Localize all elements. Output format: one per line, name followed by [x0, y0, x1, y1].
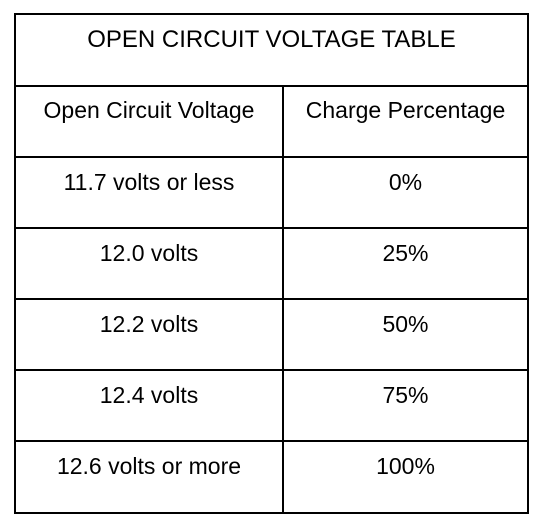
header-voltage-label: Open Circuit Voltage: [43, 97, 255, 123]
charge-cell: 0%: [284, 158, 527, 227]
charge-value: 0%: [388, 169, 423, 195]
voltage-cell: 12.2 volts: [16, 300, 282, 369]
charge-cell: 50%: [284, 300, 527, 369]
voltage-value: 11.7 volts or less: [63, 169, 235, 195]
charge-cell: 100%: [284, 442, 527, 511]
voltage-value: 12.0 volts: [99, 240, 199, 266]
charge-cell: 75%: [284, 371, 527, 440]
header-row: Open Circuit Voltage Charge Percentage: [16, 87, 527, 158]
table-title-row: OPEN CIRCUIT VOLTAGE TABLE: [16, 15, 527, 87]
charge-value: 50%: [382, 311, 429, 337]
voltage-cell: 12.4 volts: [16, 371, 282, 440]
charge-cell: 25%: [284, 229, 527, 298]
voltage-value: 12.2 volts: [99, 311, 199, 337]
table-row: 12.4 volts 75%: [16, 371, 527, 442]
voltage-cell: 12.6 volts or more: [16, 442, 282, 511]
charge-value: 75%: [382, 382, 429, 408]
table-row: 12.2 volts 50%: [16, 300, 527, 371]
table-row: 12.0 volts 25%: [16, 229, 527, 300]
table-row: 11.7 volts or less 0%: [16, 158, 527, 229]
voltage-table: OPEN CIRCUIT VOLTAGE TABLE Open Circuit …: [14, 13, 529, 514]
header-cell-charge: Charge Percentage: [284, 87, 527, 156]
table-title: OPEN CIRCUIT VOLTAGE TABLE: [87, 26, 456, 53]
charge-value: 25%: [382, 240, 429, 266]
table-grid: Open Circuit Voltage Charge Percentage 1…: [16, 87, 527, 512]
voltage-cell: 12.0 volts: [16, 229, 282, 298]
voltage-value: 12.6 volts or more: [56, 453, 242, 479]
voltage-value: 12.4 volts: [99, 382, 199, 408]
table-row: 12.6 volts or more 100%: [16, 442, 527, 513]
charge-value: 100%: [376, 453, 435, 479]
header-cell-voltage: Open Circuit Voltage: [16, 87, 282, 156]
voltage-cell: 11.7 volts or less: [16, 158, 282, 227]
header-charge-label: Charge Percentage: [305, 97, 506, 123]
